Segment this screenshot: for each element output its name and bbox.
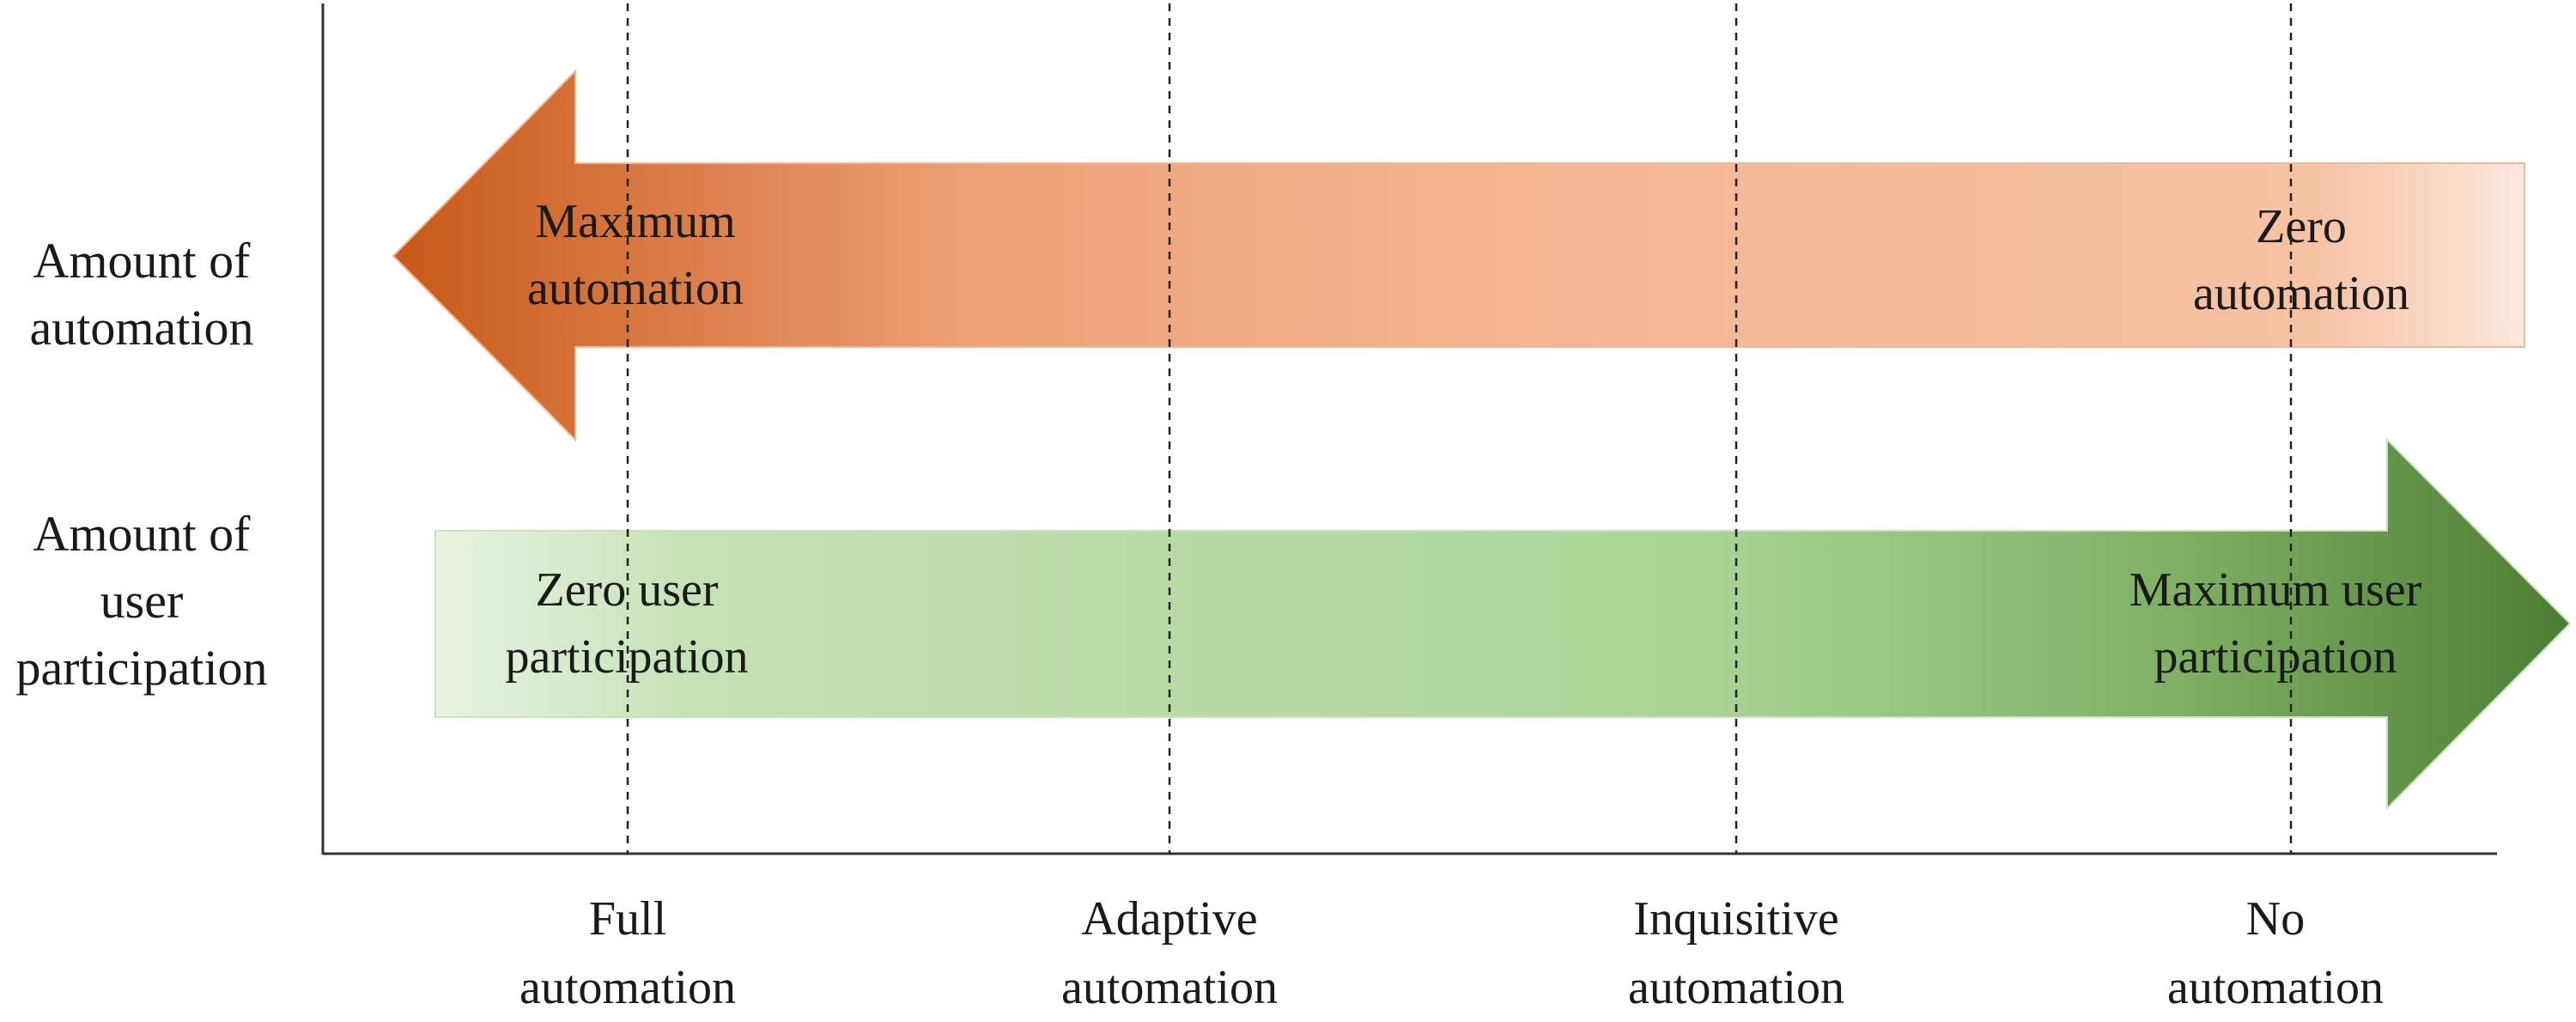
x-label-inquisitive-automation: Inquisitive automation	[1628, 892, 1844, 1014]
y-label-participation: Amount of user participation	[15, 506, 268, 696]
y-label-automation: Amount of automation	[29, 233, 254, 356]
label-maximum-automation: Maximum automation	[527, 195, 744, 315]
participation-arrow	[434, 437, 2572, 811]
automation-arrow	[392, 69, 2525, 442]
label-zero-automation: Zero automation	[2193, 200, 2409, 320]
label-maximum-user-participation: Maximum user participation	[2129, 563, 2422, 684]
label-zero-user-participation: Zero user participation	[505, 563, 749, 684]
x-label-no-automation: No automation	[2167, 892, 2384, 1014]
x-label-full-automation: Full automation	[519, 892, 736, 1014]
x-label-adaptive-automation: Adaptive automation	[1061, 892, 1278, 1014]
